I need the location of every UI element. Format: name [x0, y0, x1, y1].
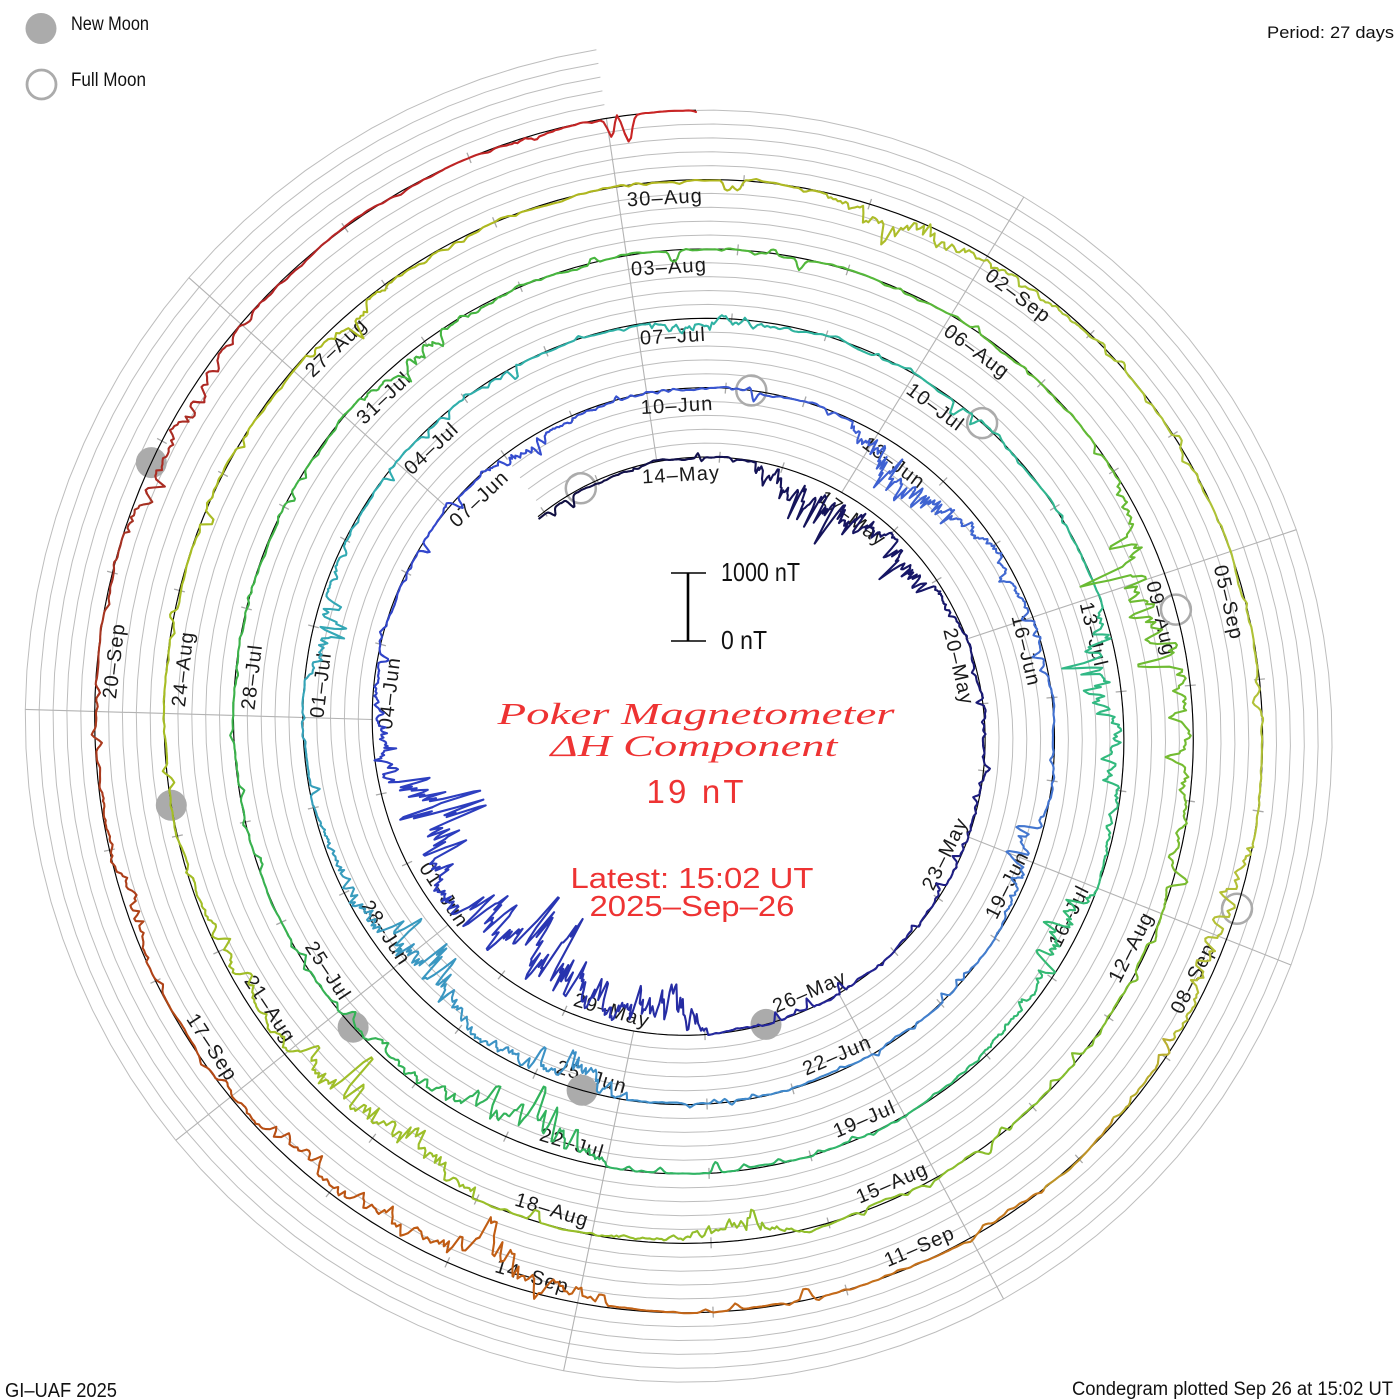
svg-text:10–Jun: 10–Jun — [640, 393, 714, 419]
svg-text:0 nT: 0 nT — [721, 625, 767, 655]
svg-text:Latest: 15:02 UT: Latest: 15:02 UT — [571, 863, 814, 895]
svg-text:30–Aug: 30–Aug — [626, 185, 703, 211]
svg-text:2025–Sep–26: 2025–Sep–26 — [590, 891, 795, 923]
svg-text:Condegram plotted Sep 26 at 15: Condegram plotted Sep 26 at 15:02 UT — [1072, 1379, 1393, 1400]
svg-text:Poker Magnetometer: Poker Magnetometer — [496, 696, 896, 731]
svg-text:GI–UAF 2025: GI–UAF 2025 — [5, 1380, 117, 1400]
svg-text:19 nT: 19 nT — [647, 773, 744, 810]
svg-text:14–May: 14–May — [641, 462, 720, 488]
svg-text:1000 nT: 1000 nT — [721, 557, 800, 587]
svg-text:New Moon: New Moon — [71, 13, 149, 35]
svg-text:Full Moon: Full Moon — [71, 69, 146, 91]
svg-text:ΔH Component: ΔH Component — [547, 728, 839, 763]
svg-text:Period: 27 days: Period: 27 days — [1267, 23, 1394, 42]
